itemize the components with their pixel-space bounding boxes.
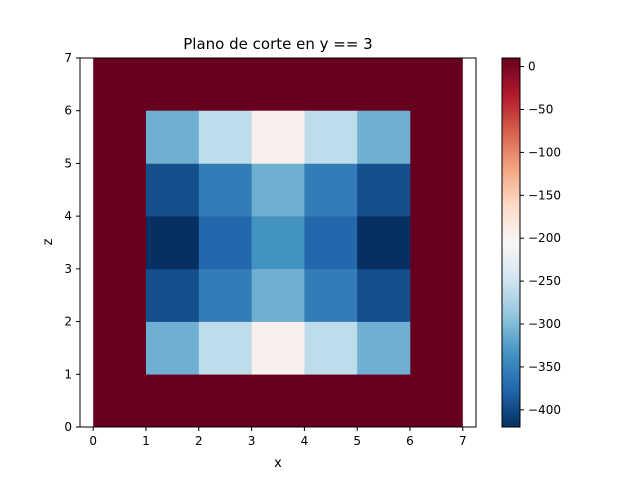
x-tick-label: 6 [406,434,414,448]
heatmap-cell [251,110,305,164]
heatmap-cell [357,216,411,270]
heatmap-cell [146,321,200,375]
heatmap-cell [146,110,200,164]
heatmap-cell [357,110,411,164]
x-axis-label: x [274,456,282,471]
y-tick-label: 1 [64,367,72,381]
heatmap-cell [146,268,200,322]
colorbar-gradient [502,58,520,427]
colorbar-tick-label: −100 [528,145,561,159]
y-tick-label: 3 [64,262,72,276]
heatmap-cell [251,163,305,217]
heatmap-cell [304,321,358,375]
heatmap-cell [251,216,305,270]
y-tick-label: 7 [64,51,72,65]
y-tick-label: 4 [64,209,72,223]
heatmap-cell [198,110,252,164]
y-tick-label: 2 [64,315,72,329]
y-tick-label: 0 [64,420,72,434]
plot-area [93,58,463,427]
heatmap-cell [198,268,252,322]
heatmap-cell [304,163,358,217]
heatmap-cell [304,216,358,270]
heatmap-cell [357,321,411,375]
colorbar-tick-label: 0 [528,60,536,74]
heatmap-cell [304,268,358,322]
x-tick-label: 7 [459,434,467,448]
colorbar-frame [501,57,521,428]
y-tick-label: 6 [64,104,72,118]
heatmap-cell [198,321,252,375]
colorbar-tick-label: −300 [528,317,561,331]
x-tick-label: 4 [301,434,309,448]
colorbar-tick-label: −50 [528,102,553,116]
plot-frame [79,57,477,428]
colorbar-tick-label: −400 [528,403,561,417]
x-tick-label: 5 [353,434,361,448]
heatmap-cell [251,321,305,375]
x-tick-label: 3 [248,434,256,448]
colorbar-tick-label: −200 [528,231,561,245]
heatmap-cell [357,268,411,322]
x-tick-label: 2 [195,434,203,448]
colorbar: 0 −50 −100 −150 −200 −250 −300 −350 −400 [501,57,561,428]
y-tick-label: 5 [64,156,72,170]
heatmap-cell [198,216,252,270]
axes: 0 1 2 3 4 5 6 7 0 1 2 3 4 5 6 7 [64,51,477,448]
colorbar-tick-label: −150 [528,188,561,202]
heatmap-cell [304,110,358,164]
heatmap-cell [357,163,411,217]
heatmap-cell [146,216,200,270]
x-tick-label: 0 [89,434,97,448]
heatmap-cell [198,163,252,217]
x-tick-label: 1 [142,434,150,448]
chart-title: Plano de corte en y == 3 [183,35,372,53]
colorbar-tick-label: −350 [528,360,561,374]
colorbar-tick-label: −250 [528,274,561,288]
heatmap-cell [251,268,305,322]
heatmap-cell [146,163,200,217]
y-axis-label: z [41,238,56,245]
